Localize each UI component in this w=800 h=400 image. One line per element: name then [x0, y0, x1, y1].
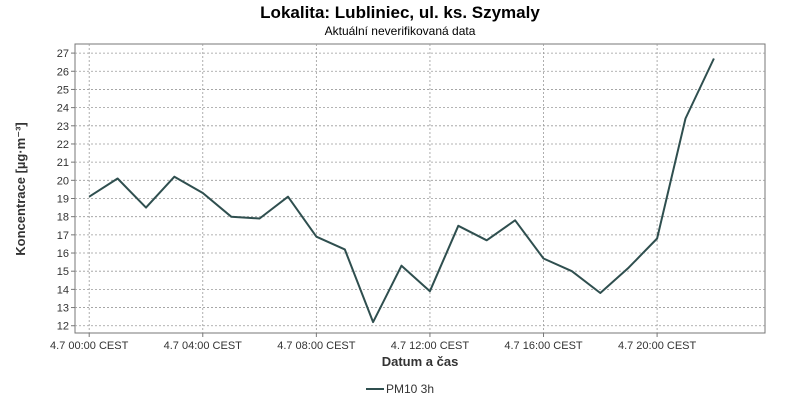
y-tick-label: 24 [57, 103, 69, 115]
y-axis-label: Koncentrace [µg·m⁻³] [13, 122, 28, 256]
y-tick-label: 19 [57, 193, 69, 205]
y-tick-label: 14 [57, 284, 69, 296]
chart-title: Lokalita: Lubliniec, ul. ks. Szymaly [260, 3, 540, 22]
chart-subtitle: Aktuální neverifikovaná data [325, 24, 476, 38]
y-tick-label: 21 [57, 157, 69, 169]
legend: PM10 3h [366, 382, 434, 396]
x-tick-label: 4.7 20:00 CEST [618, 340, 697, 352]
y-tick-label: 25 [57, 84, 69, 96]
x-tick-label: 4.7 00:00 CEST [50, 340, 129, 352]
y-tick-label: 20 [57, 175, 69, 187]
x-tick-label: 4.7 12:00 CEST [391, 340, 470, 352]
series-group [88, 58, 715, 324]
x-tick-label: 4.7 04:00 CEST [164, 340, 243, 352]
y-tick-label: 15 [57, 266, 69, 278]
y-tick-label: 22 [57, 139, 69, 151]
y-axis-ticks: 12 13 14 15 16 17 18 19 20 21 22 23 24 25 26 27 [57, 48, 75, 333]
y-tick-label: 17 [57, 230, 69, 242]
legend-label: PM10 3h [386, 382, 434, 396]
y-tick-label: 12 [57, 321, 69, 333]
y-tick-label: 27 [57, 48, 69, 60]
series-line-0 [88, 58, 715, 324]
x-tick-label: 4.7 08:00 CEST [277, 340, 356, 352]
grid-lines [75, 44, 765, 333]
x-axis-ticks: 4.7 00:00 CEST 4.7 04:00 CEST 4.7 08:00 CE… [50, 333, 697, 352]
x-tick-label: 4.7 16:00 CEST [504, 340, 583, 352]
plot-area [74, 43, 766, 334]
y-tick-label: 23 [57, 121, 69, 133]
x-axis-label: Datum a čas [382, 354, 459, 369]
y-tick-label: 16 [57, 248, 69, 260]
y-tick-label: 18 [57, 212, 69, 224]
y-tick-label: 26 [57, 66, 69, 78]
y-tick-label: 13 [57, 303, 69, 315]
